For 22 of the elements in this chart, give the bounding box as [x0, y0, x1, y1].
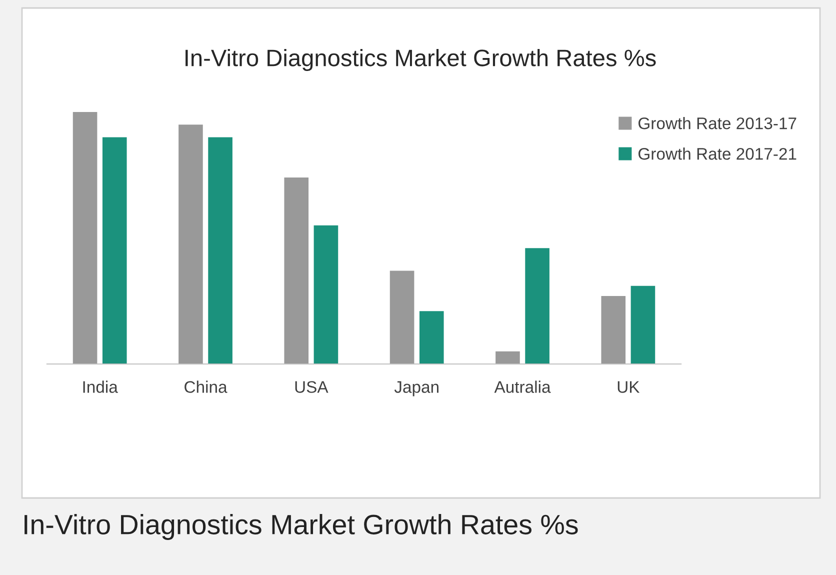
bar [314, 225, 338, 364]
bar [284, 178, 309, 364]
x-tick-label: Autralia [494, 380, 551, 393]
bar [419, 311, 444, 364]
x-tick-label: Japan [394, 381, 438, 396]
bar [496, 351, 520, 364]
x-tick-label: UK [618, 381, 640, 393]
legend-label: Growth Rate 2017-21 [638, 148, 796, 160]
bar [72, 112, 98, 364]
x-tick-label: China [184, 380, 228, 393]
bar [630, 286, 656, 364]
x-tick-label: India [83, 380, 118, 393]
bar [601, 296, 626, 364]
bar [390, 270, 414, 364]
text: In-Vitro Diagnostics Market Growth Rates %s [24, 514, 578, 540]
bar [525, 248, 550, 364]
bar [178, 124, 203, 364]
bar [208, 137, 232, 364]
bar [102, 137, 127, 364]
x-tick-label: USA [295, 381, 328, 393]
chart-title: In-Vitro Diagnostics Market Growth Rates %s [186, 48, 656, 72]
legend-label: Growth Rate 2013-17 [638, 117, 796, 130]
